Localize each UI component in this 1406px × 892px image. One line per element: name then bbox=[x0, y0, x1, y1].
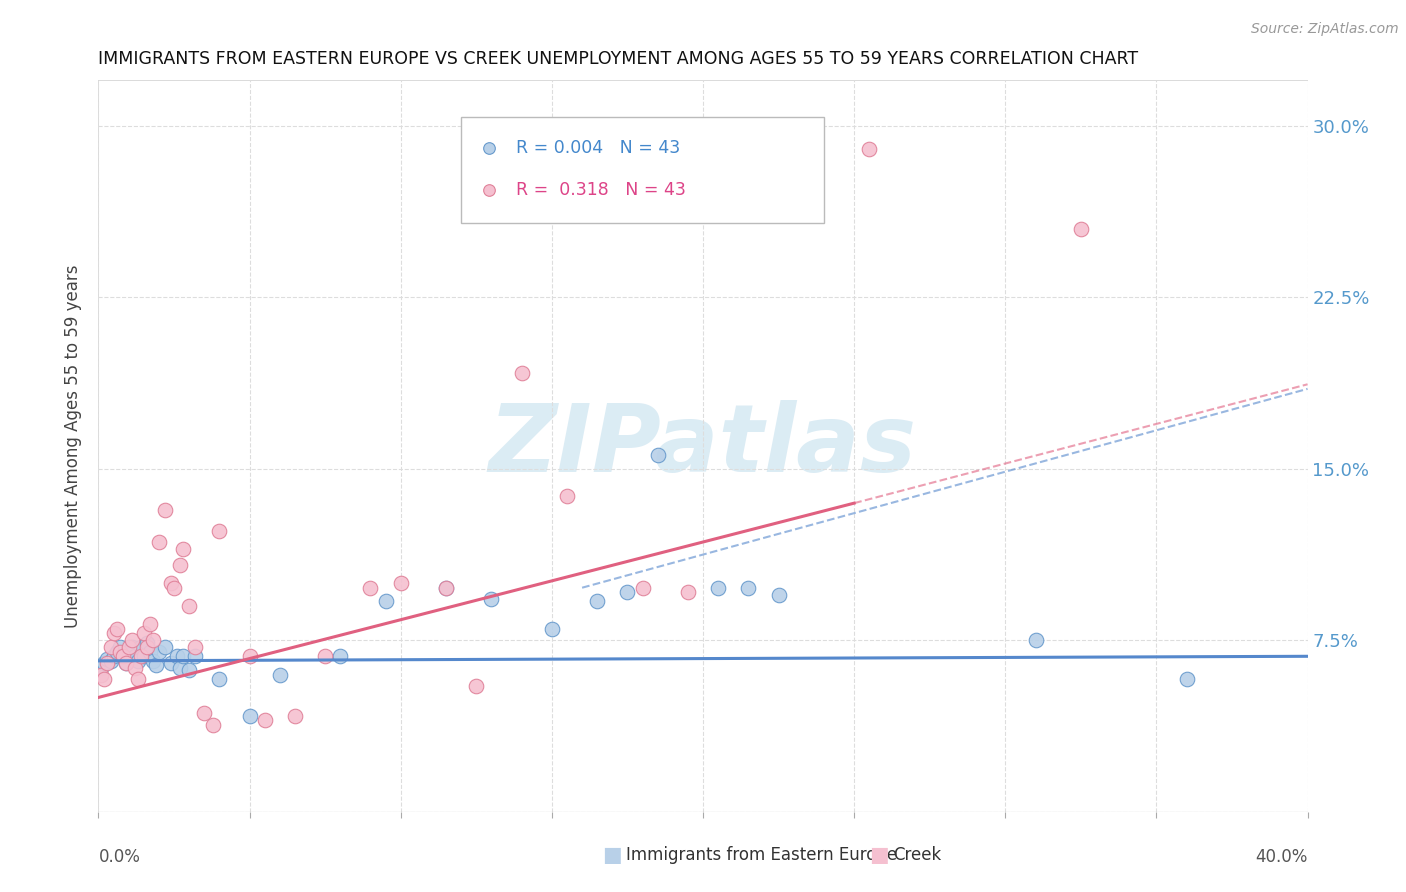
Point bbox=[179, 599, 201, 613]
Point bbox=[166, 649, 188, 664]
Point bbox=[124, 661, 146, 675]
Point bbox=[208, 672, 231, 686]
Point bbox=[1070, 222, 1092, 236]
Point bbox=[96, 651, 118, 665]
Point bbox=[540, 622, 562, 636]
Point bbox=[329, 649, 352, 664]
Point bbox=[90, 661, 112, 675]
Point bbox=[737, 581, 759, 595]
Point bbox=[111, 649, 134, 664]
Point bbox=[111, 649, 134, 664]
Point bbox=[114, 656, 136, 670]
Point bbox=[100, 654, 122, 668]
Point bbox=[132, 626, 155, 640]
Point bbox=[172, 649, 194, 664]
Point bbox=[124, 649, 146, 664]
Point bbox=[631, 581, 654, 595]
Point bbox=[465, 679, 488, 693]
Point bbox=[253, 714, 276, 728]
Point bbox=[481, 592, 503, 607]
Point bbox=[105, 645, 128, 659]
Point bbox=[389, 576, 412, 591]
Point bbox=[118, 640, 141, 655]
Text: Source: ZipAtlas.com: Source: ZipAtlas.com bbox=[1251, 22, 1399, 37]
Point bbox=[858, 142, 880, 156]
Point bbox=[135, 640, 157, 655]
Point bbox=[127, 654, 149, 668]
Point bbox=[360, 581, 382, 595]
Point bbox=[139, 617, 162, 632]
FancyBboxPatch shape bbox=[461, 117, 824, 223]
Point bbox=[707, 581, 730, 595]
Point bbox=[142, 654, 165, 668]
Point bbox=[172, 541, 194, 556]
Point bbox=[434, 581, 457, 595]
Point bbox=[96, 656, 118, 670]
Text: ZIPatlas: ZIPatlas bbox=[489, 400, 917, 492]
Point bbox=[1175, 672, 1198, 686]
Point bbox=[129, 649, 152, 664]
Point bbox=[148, 535, 170, 549]
Point bbox=[169, 661, 191, 675]
Point bbox=[108, 645, 131, 659]
Point bbox=[142, 633, 165, 648]
Text: IMMIGRANTS FROM EASTERN EUROPE VS CREEK UNEMPLOYMENT AMONG AGES 55 TO 59 YEARS C: IMMIGRANTS FROM EASTERN EUROPE VS CREEK … bbox=[98, 50, 1139, 68]
Point bbox=[768, 588, 790, 602]
Point bbox=[184, 640, 207, 655]
Point bbox=[160, 576, 183, 591]
Point bbox=[121, 633, 143, 648]
Point bbox=[239, 649, 262, 664]
Point bbox=[153, 640, 176, 655]
Point bbox=[179, 663, 201, 677]
Text: 40.0%: 40.0% bbox=[1256, 848, 1308, 866]
Point bbox=[139, 645, 162, 659]
Point bbox=[160, 656, 183, 670]
Point bbox=[1024, 633, 1046, 648]
Point bbox=[202, 718, 225, 732]
Point bbox=[169, 558, 191, 572]
Point bbox=[647, 448, 669, 462]
Point bbox=[374, 594, 396, 608]
Text: ■: ■ bbox=[602, 845, 621, 864]
Point bbox=[314, 649, 336, 664]
Point bbox=[114, 656, 136, 670]
Point bbox=[145, 658, 167, 673]
Point bbox=[239, 708, 262, 723]
Point bbox=[208, 524, 231, 538]
Point bbox=[93, 672, 115, 686]
Point bbox=[118, 645, 141, 659]
Point bbox=[184, 649, 207, 664]
Point bbox=[510, 366, 533, 380]
Y-axis label: Unemployment Among Ages 55 to 59 years: Unemployment Among Ages 55 to 59 years bbox=[65, 264, 83, 628]
Point bbox=[121, 640, 143, 655]
Point bbox=[269, 667, 291, 681]
Text: 0.0%: 0.0% bbox=[98, 848, 141, 866]
Point bbox=[676, 585, 699, 599]
Point bbox=[163, 581, 186, 595]
Text: Creek: Creek bbox=[893, 846, 941, 863]
Point bbox=[100, 640, 122, 655]
Point bbox=[90, 667, 112, 681]
Point bbox=[153, 503, 176, 517]
Point bbox=[132, 649, 155, 664]
Text: Immigrants from Eastern Europe: Immigrants from Eastern Europe bbox=[626, 846, 897, 863]
Point bbox=[129, 640, 152, 655]
Point bbox=[284, 708, 307, 723]
Point bbox=[586, 594, 609, 608]
Point bbox=[93, 656, 115, 670]
Text: ■: ■ bbox=[869, 845, 889, 864]
Point bbox=[616, 585, 638, 599]
Point bbox=[105, 622, 128, 636]
Point bbox=[434, 581, 457, 595]
Point bbox=[193, 706, 215, 721]
Text: R = 0.004   N = 43: R = 0.004 N = 43 bbox=[516, 139, 681, 157]
Point bbox=[148, 645, 170, 659]
Text: R =  0.318   N = 43: R = 0.318 N = 43 bbox=[516, 181, 686, 199]
Point bbox=[103, 649, 125, 664]
Point bbox=[108, 640, 131, 655]
Point bbox=[103, 626, 125, 640]
Point bbox=[127, 672, 149, 686]
Point bbox=[135, 635, 157, 649]
Point bbox=[555, 489, 578, 503]
